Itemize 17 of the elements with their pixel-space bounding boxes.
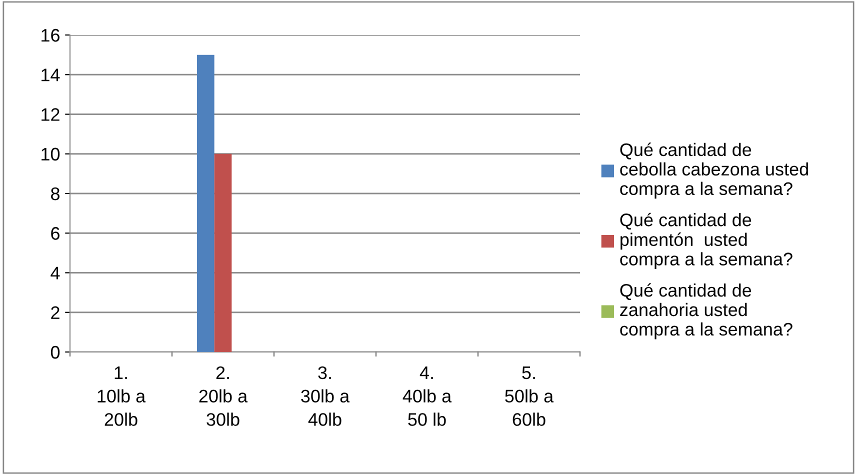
y-tick-label: 4 [50, 266, 60, 280]
y-tick-label: 8 [51, 187, 60, 200]
legend-label: Qué cantidad de pimentón usted compra a la semana? [620, 212, 792, 270]
x-tick-label: 4. 40lb a 50 lb [402, 366, 452, 426]
y-tick-label: 2 [51, 306, 60, 319]
legend-label: Qué cantidad de cebolla cabezona usted compra a la semana? [620, 142, 808, 199]
y-tick-label: 14 [42, 68, 60, 82]
legend-label: Qué cantidad de zanahoria usted compra a la semana? [620, 283, 792, 340]
x-tick-label: 2. 20lb a 30lb [199, 366, 248, 426]
x-tick-label: 3. 30lb a 40lb [301, 366, 350, 426]
y-tick-label: 0 [50, 346, 60, 359]
x-tick-label: 5. 50lb a 60lb [505, 366, 554, 426]
y-tick-label: 10 [42, 148, 60, 161]
y-tick-label: 6 [51, 227, 60, 240]
x-tick-label: 1. 10lb a 20lb [98, 366, 146, 426]
y-tick-label: 12 [42, 108, 60, 121]
y-tick-label: 16 [42, 28, 60, 42]
